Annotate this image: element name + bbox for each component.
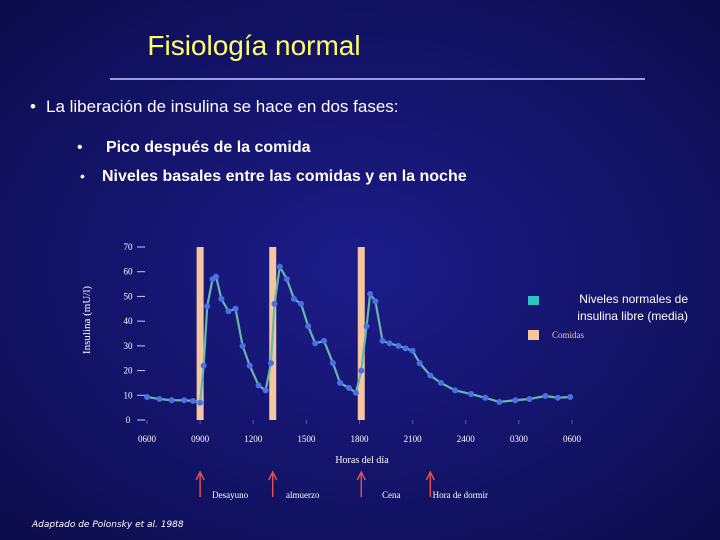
x-tick-label: 2100 <box>404 434 423 444</box>
slide-title: Fisiología normal <box>147 30 360 61</box>
data-point <box>363 323 370 330</box>
annotation-label: Desayuno <box>212 490 248 500</box>
annotation-label: Hora de dormir <box>433 490 488 500</box>
x-axis-label: Horas del día <box>335 455 389 466</box>
bullet-dot: • <box>30 97 36 116</box>
data-point <box>372 298 379 305</box>
data-point <box>352 389 359 396</box>
x-tick-label: 2400 <box>457 434 476 444</box>
legend-swatch <box>528 330 539 340</box>
data-point <box>246 362 253 369</box>
data-point <box>197 399 204 406</box>
data-point <box>452 387 459 394</box>
data-point <box>358 367 365 374</box>
arrow-head <box>356 470 366 481</box>
data-point <box>468 391 475 398</box>
data-point <box>402 345 409 352</box>
y-tick-label: 10 <box>124 390 134 400</box>
data-point <box>305 323 312 330</box>
data-point <box>367 290 374 297</box>
data-point <box>542 393 549 400</box>
legend-label: Comidas <box>552 330 584 340</box>
y-tick-label: 30 <box>124 341 134 351</box>
citation: Adaptado de Polonsky et al. 1988 <box>31 520 184 530</box>
data-point <box>144 394 150 401</box>
x-tick-label: 1200 <box>244 434 263 444</box>
data-point <box>329 360 336 367</box>
legend-label: Niveles normales de insulina libre (media… <box>577 292 688 323</box>
arrow-head <box>425 470 436 481</box>
sub-bullet: Niveles basales entre las comidas y en l… <box>102 168 467 185</box>
x-tick-label: 0600 <box>563 434 582 444</box>
data-point <box>337 379 344 386</box>
data-point <box>345 384 352 391</box>
bullet: La liberación de insulina se hace en dos… <box>46 97 399 116</box>
x-tick-label: 0300 <box>510 434 529 444</box>
data-point <box>232 305 239 312</box>
meal-bar <box>357 247 365 420</box>
data-point <box>427 372 434 379</box>
annotation-label: almuerzo <box>286 490 320 500</box>
data-point <box>271 300 278 307</box>
y-tick-label: 70 <box>124 242 134 252</box>
data-point <box>395 342 402 349</box>
arrow-head <box>195 470 205 481</box>
data-point <box>262 387 269 394</box>
bullet-dot: • <box>80 168 85 184</box>
y-tick-label: 60 <box>124 267 134 277</box>
x-tick-label: 1800 <box>351 434 370 444</box>
arrow-head <box>268 470 278 481</box>
sub-bullet: Pico después de la comida <box>106 139 311 156</box>
bullet-dot: • <box>77 139 83 156</box>
data-point <box>416 360 423 367</box>
data-point <box>554 394 561 401</box>
data-point <box>239 342 246 349</box>
data-point <box>168 397 175 404</box>
data-point <box>482 394 489 401</box>
data-point <box>276 263 283 270</box>
legend-swatch <box>528 296 539 305</box>
x-tick-label: 0900 <box>191 434 210 444</box>
data-point <box>379 337 386 344</box>
data-point <box>312 340 319 347</box>
data-point <box>255 382 262 389</box>
data-point <box>200 362 207 369</box>
data-point <box>218 295 225 302</box>
data-point <box>526 395 533 402</box>
data-point <box>567 394 574 401</box>
data-point <box>213 273 220 280</box>
data-point <box>409 347 416 354</box>
data-point <box>190 397 197 404</box>
y-tick-label: 50 <box>124 291 134 301</box>
data-point <box>204 303 211 310</box>
data-point <box>298 300 305 307</box>
x-tick-label: 0600 <box>138 434 157 444</box>
data-point <box>225 308 232 315</box>
data-point <box>496 398 503 405</box>
annotation-label: Cena <box>382 490 401 500</box>
data-point <box>290 295 297 302</box>
data-point <box>156 395 163 402</box>
data-point <box>386 340 393 347</box>
data-point <box>267 360 274 367</box>
data-point <box>321 337 328 344</box>
data-point <box>512 397 519 404</box>
data-point <box>283 276 290 283</box>
y-tick-label: 20 <box>124 366 134 376</box>
data-point <box>181 397 188 404</box>
y-tick-label: 40 <box>124 316 134 326</box>
meal-bar <box>196 247 204 420</box>
y-tick-label: 0 <box>126 415 131 425</box>
x-tick-label: 1500 <box>297 434 316 444</box>
data-point <box>437 379 444 386</box>
y-axis-label: Insulina (mU/l) <box>81 286 93 354</box>
